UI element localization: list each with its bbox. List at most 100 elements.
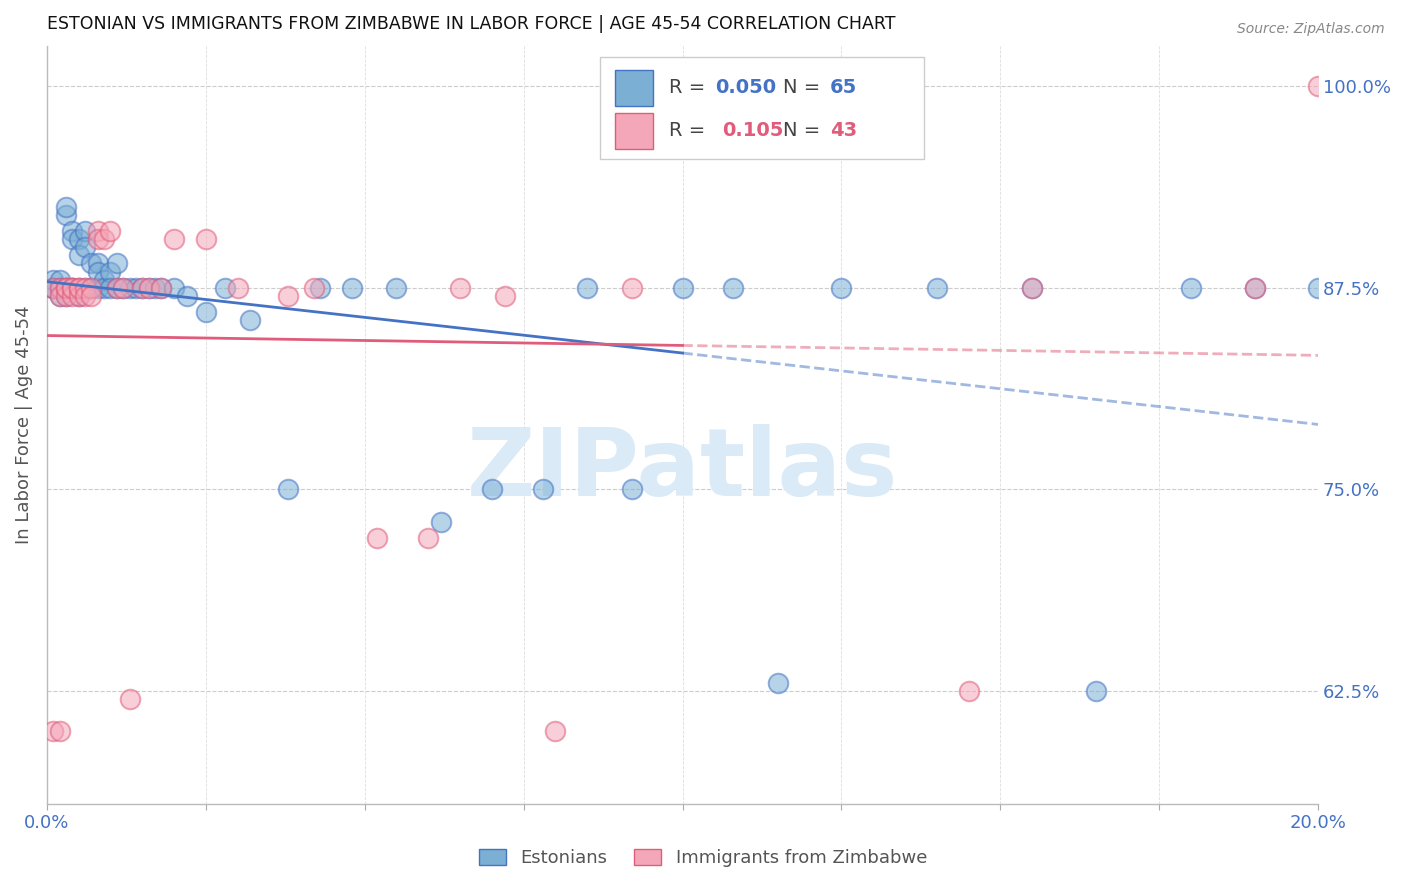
Text: R =: R = bbox=[668, 121, 717, 140]
Point bbox=[67, 289, 90, 303]
Point bbox=[620, 483, 643, 497]
Point bbox=[60, 281, 83, 295]
Point bbox=[55, 200, 77, 214]
Point bbox=[67, 232, 90, 246]
Point bbox=[55, 281, 77, 295]
Point bbox=[60, 281, 83, 295]
Text: N =: N = bbox=[783, 78, 827, 97]
Text: ESTONIAN VS IMMIGRANTS FROM ZIMBABWE IN LABOR FORCE | AGE 45-54 CORRELATION CHAR: ESTONIAN VS IMMIGRANTS FROM ZIMBABWE IN … bbox=[46, 15, 896, 33]
Point bbox=[112, 281, 135, 295]
Point bbox=[1308, 281, 1330, 295]
Point bbox=[1084, 684, 1107, 698]
Point bbox=[105, 281, 128, 295]
Point bbox=[87, 281, 110, 295]
Point bbox=[620, 281, 643, 295]
Point bbox=[60, 281, 83, 295]
Point bbox=[93, 272, 115, 286]
Point bbox=[87, 232, 110, 246]
Point bbox=[544, 724, 567, 739]
Point bbox=[42, 272, 65, 286]
Point bbox=[93, 281, 115, 295]
Point bbox=[226, 281, 249, 295]
Point bbox=[80, 256, 103, 270]
Point bbox=[55, 289, 77, 303]
Text: R =: R = bbox=[668, 78, 711, 97]
Text: N =: N = bbox=[783, 121, 827, 140]
Point bbox=[671, 281, 693, 295]
Text: ZIPatlas: ZIPatlas bbox=[467, 425, 898, 516]
Point bbox=[138, 281, 160, 295]
Point bbox=[766, 676, 789, 690]
Point bbox=[576, 281, 599, 295]
Point bbox=[42, 281, 65, 295]
Point bbox=[67, 248, 90, 262]
Point bbox=[100, 224, 122, 238]
Point bbox=[87, 264, 110, 278]
Point bbox=[138, 281, 160, 295]
Point bbox=[277, 289, 299, 303]
Y-axis label: In Labor Force | Age 45-54: In Labor Force | Age 45-54 bbox=[15, 306, 32, 544]
Point bbox=[80, 281, 103, 295]
Point bbox=[80, 289, 103, 303]
Point bbox=[418, 531, 440, 545]
FancyBboxPatch shape bbox=[600, 57, 924, 160]
Point bbox=[118, 281, 141, 295]
Point bbox=[112, 281, 135, 295]
Point bbox=[55, 281, 77, 295]
Point bbox=[118, 692, 141, 706]
FancyBboxPatch shape bbox=[616, 112, 654, 149]
Point bbox=[73, 224, 96, 238]
FancyBboxPatch shape bbox=[616, 70, 654, 106]
Point bbox=[87, 256, 110, 270]
Point bbox=[67, 281, 90, 295]
Point bbox=[723, 281, 745, 295]
Point bbox=[143, 281, 166, 295]
Point bbox=[55, 208, 77, 222]
Point bbox=[1243, 281, 1265, 295]
Text: 0.105: 0.105 bbox=[721, 121, 783, 140]
Text: 43: 43 bbox=[830, 121, 858, 140]
Point bbox=[67, 289, 90, 303]
Point bbox=[73, 289, 96, 303]
Point bbox=[925, 281, 948, 295]
Point bbox=[340, 281, 363, 295]
Point bbox=[42, 281, 65, 295]
Text: Source: ZipAtlas.com: Source: ZipAtlas.com bbox=[1237, 22, 1385, 37]
Point bbox=[60, 281, 83, 295]
Point bbox=[60, 289, 83, 303]
Point bbox=[430, 515, 453, 529]
Text: 0.050: 0.050 bbox=[716, 78, 776, 97]
Point bbox=[214, 281, 236, 295]
Point bbox=[55, 281, 77, 295]
Point bbox=[494, 289, 516, 303]
Point bbox=[87, 224, 110, 238]
Legend: Estonians, Immigrants from Zimbabwe: Estonians, Immigrants from Zimbabwe bbox=[471, 841, 935, 874]
Point bbox=[48, 281, 70, 295]
Point bbox=[366, 531, 388, 545]
Point bbox=[163, 232, 186, 246]
Point bbox=[194, 305, 217, 319]
Point bbox=[1021, 281, 1043, 295]
Point bbox=[125, 281, 148, 295]
Point bbox=[55, 281, 77, 295]
Point bbox=[42, 281, 65, 295]
Point bbox=[80, 281, 103, 295]
Point bbox=[131, 281, 153, 295]
Point bbox=[1021, 281, 1043, 295]
Point bbox=[239, 313, 262, 327]
Point bbox=[176, 289, 198, 303]
Point bbox=[73, 281, 96, 295]
Point bbox=[100, 264, 122, 278]
Point bbox=[1243, 281, 1265, 295]
Point bbox=[55, 289, 77, 303]
Point bbox=[48, 289, 70, 303]
Point bbox=[105, 281, 128, 295]
Point bbox=[48, 281, 70, 295]
Point bbox=[73, 281, 96, 295]
Point bbox=[1308, 78, 1330, 93]
Point bbox=[60, 224, 83, 238]
Point bbox=[48, 724, 70, 739]
Point bbox=[48, 289, 70, 303]
Point bbox=[48, 281, 70, 295]
Point bbox=[309, 281, 332, 295]
